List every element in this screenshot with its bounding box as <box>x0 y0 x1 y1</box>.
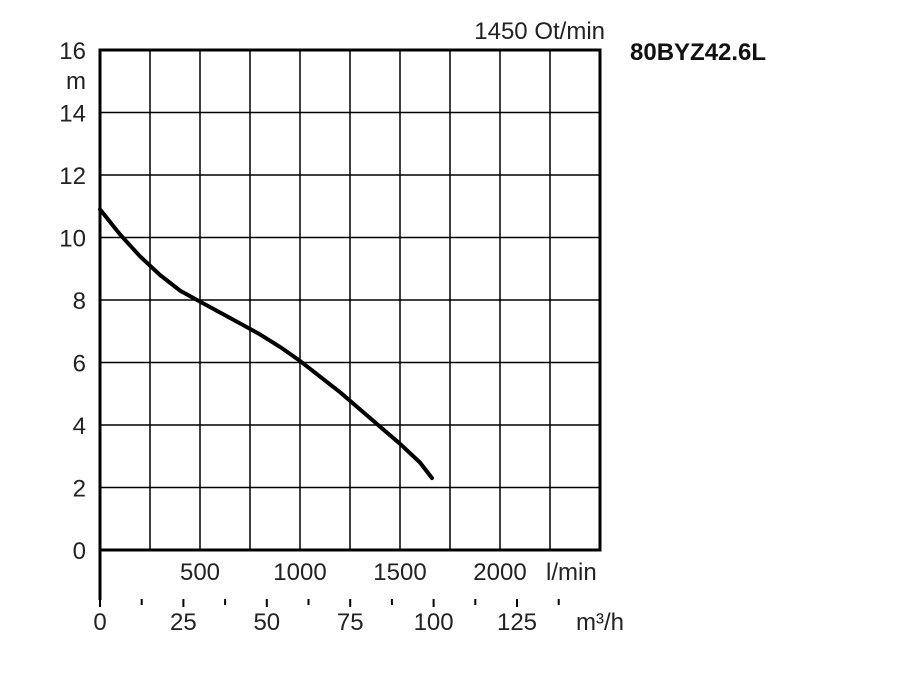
y-tick-label: 10 <box>59 226 86 253</box>
y-tick-label: 14 <box>59 101 86 128</box>
y-tick-label: 4 <box>73 413 86 440</box>
x-axis-lpm-unit: l/min <box>546 559 597 586</box>
y-axis-unit: m <box>66 68 86 95</box>
lpm-tick-label: 1500 <box>373 559 426 586</box>
m3h-tick-label: 50 <box>253 609 280 636</box>
plot-border <box>98 48 602 552</box>
grid <box>100 50 600 550</box>
lpm-tick-label: 500 <box>180 559 220 586</box>
m3h-tick-label: 0 <box>93 609 106 636</box>
m3h-tick-label: 75 <box>337 609 364 636</box>
y-tick-label: 8 <box>73 288 86 315</box>
lpm-tick-label: 1000 <box>273 559 326 586</box>
x-axis-m3h-unit: m³/h <box>576 609 624 636</box>
model-label: 80BYZ42.6L <box>630 39 766 66</box>
y-tick-label: 2 <box>73 476 86 503</box>
y-tick-label: 12 <box>59 163 86 190</box>
y-tick-label: 16 <box>59 38 86 65</box>
y-tick-label: 6 <box>73 351 86 378</box>
y-tick-label: 0 <box>73 538 86 565</box>
lpm-tick-label: 2000 <box>473 559 526 586</box>
tick-labels: 0 25 50 75 100 125 0 2 4 6 8 10 12 14 16 500 1000 1500 200… <box>59 38 537 636</box>
m3h-tick-label: 125 <box>497 609 537 636</box>
m3h-tick-label: 25 <box>170 609 197 636</box>
speed-label: 1450 Ot/min <box>474 18 605 45</box>
head-flow-curve <box>98 207 434 481</box>
m3h-tick-label: 100 <box>414 609 454 636</box>
plot-frame <box>98 48 602 607</box>
